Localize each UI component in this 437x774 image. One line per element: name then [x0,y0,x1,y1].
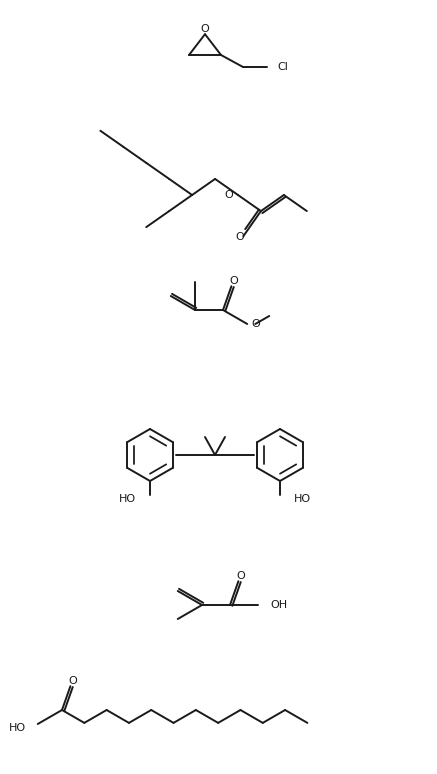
Text: O: O [235,232,244,242]
Text: O: O [201,24,209,34]
Text: O: O [236,571,245,581]
Text: OH: OH [270,600,287,610]
Text: HO: HO [119,494,136,504]
Text: O: O [229,276,238,286]
Text: Cl: Cl [277,62,288,72]
Text: HO: HO [9,723,26,733]
Text: HO: HO [294,494,311,504]
Text: O: O [68,676,77,687]
Text: O: O [251,319,260,329]
Text: O: O [224,190,233,200]
